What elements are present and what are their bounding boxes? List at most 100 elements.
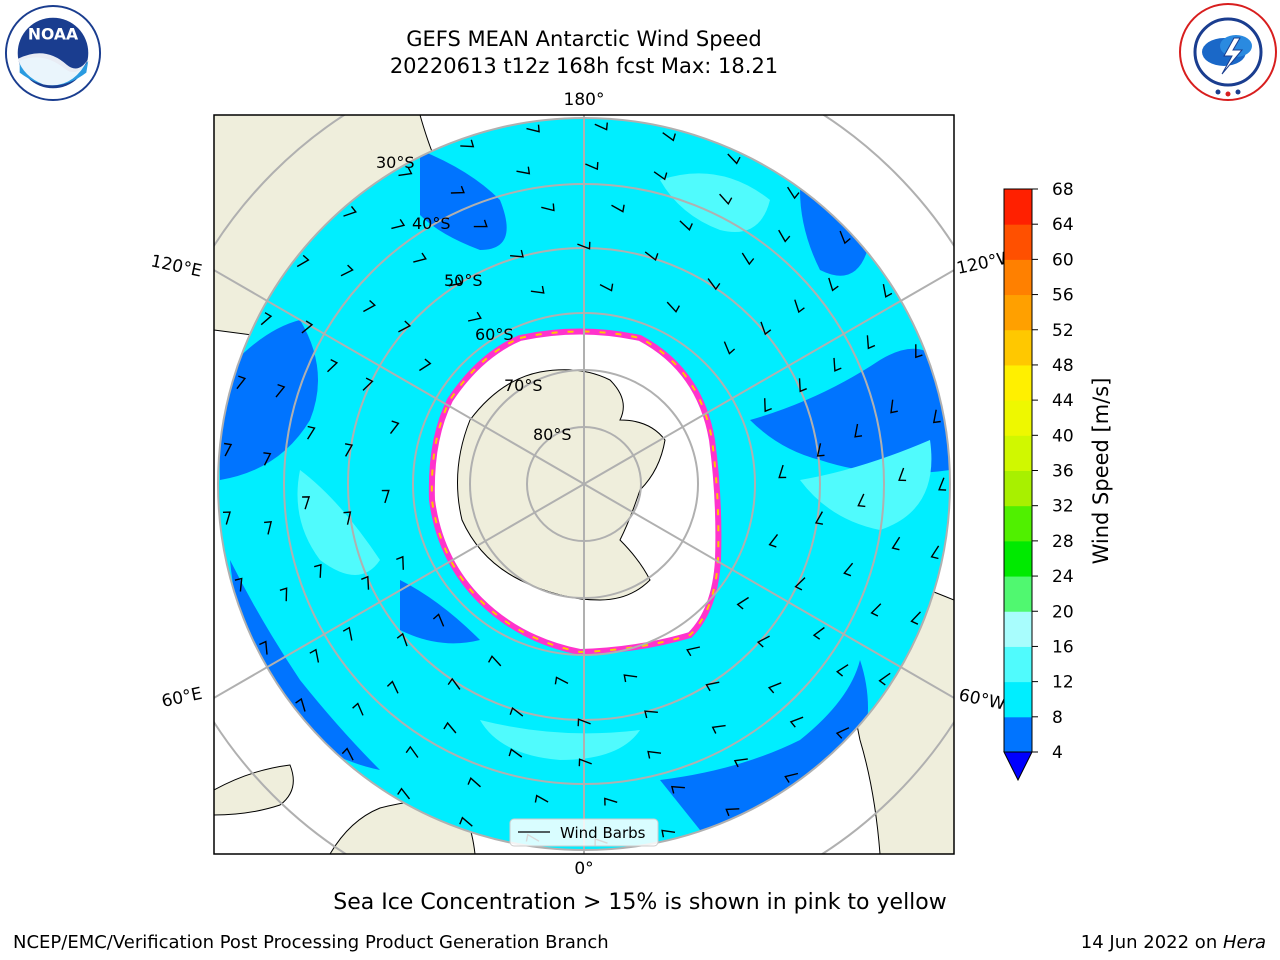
- wind-barb: [898, 467, 907, 482]
- wind-barb: [398, 320, 412, 333]
- wind-barb: [295, 697, 306, 712]
- wind-barb: [736, 596, 749, 610]
- wind-barb: [413, 252, 427, 263]
- wind-barb: [794, 577, 806, 591]
- colorbar-tick-label: 28: [1052, 532, 1074, 552]
- wind-barb: [661, 829, 676, 838]
- colorbar-tick-label: 64: [1052, 215, 1074, 235]
- wind-barb: [343, 205, 357, 217]
- wind-barb: [361, 575, 370, 590]
- wind-barb: [397, 787, 411, 800]
- wind-barb: [647, 750, 662, 759]
- wind-barb: [711, 724, 726, 734]
- wind-barb: [260, 312, 273, 326]
- wind-barb: [516, 166, 531, 175]
- wind-barb: [234, 577, 243, 592]
- wind-barb: [327, 358, 339, 373]
- wind-barb: [344, 443, 354, 457]
- wind-barb: [459, 816, 473, 827]
- lon-label-120e: 120°E: [149, 251, 204, 281]
- wind-barb: [930, 545, 940, 560]
- wind-barb: [767, 682, 782, 694]
- wind-barb: [450, 185, 465, 194]
- wind-barb: [794, 299, 805, 314]
- wind-barb: [447, 677, 461, 690]
- wind-barb: [835, 727, 850, 739]
- wind-barb: [670, 785, 685, 794]
- wind-barb: [222, 511, 231, 525]
- colorbar-segment: [1004, 505, 1032, 542]
- wind-barb: [599, 283, 614, 292]
- wind-barb: [526, 124, 540, 133]
- footer-host: Hera: [1222, 932, 1266, 953]
- wind-barb: [391, 219, 406, 230]
- wind-barb: [473, 219, 488, 228]
- wind-barb: [510, 249, 524, 258]
- wind-barb: [594, 122, 608, 131]
- colorbar-segment: [1004, 611, 1032, 647]
- colorbar-tick-label: 8: [1052, 708, 1063, 728]
- colorbar-tick-label: 40: [1052, 426, 1074, 446]
- wind-barb: [578, 758, 592, 767]
- wind-barb: [352, 702, 364, 716]
- wind-barb: [467, 311, 482, 322]
- wind-barb: [419, 358, 432, 372]
- colorbar-segment: [1004, 540, 1032, 577]
- footer-credit: NCEP/EMC/Verification Post Processing Pr…: [13, 932, 609, 953]
- ocean-high-wind-d: [800, 440, 932, 530]
- wind-barb: [725, 808, 740, 817]
- wind-barb: [891, 536, 901, 551]
- wind-barb: [812, 626, 825, 640]
- wind-barb: [275, 383, 286, 398]
- wind-barb: [343, 511, 352, 525]
- wind-barb: [836, 664, 849, 677]
- wind-barb: [264, 521, 273, 535]
- wind-barb: [679, 220, 693, 231]
- colorbar-tick-label: 56: [1052, 286, 1074, 306]
- antarctica-land: [457, 369, 666, 601]
- wind-barb: [733, 758, 748, 768]
- lon-label-0: 0°: [574, 859, 593, 879]
- wind-barb: [866, 335, 876, 350]
- wind-barb: [263, 452, 272, 466]
- lat-label-70s: 70°S: [504, 376, 543, 395]
- wind-barb: [882, 283, 893, 298]
- legend-label: Wind Barbs: [560, 824, 646, 842]
- colorbar-tick-label: 16: [1052, 637, 1074, 657]
- wind-barb: [878, 672, 891, 686]
- wind-barb: [662, 132, 676, 142]
- graticule: [214, 115, 954, 854]
- ocean-high-wind-b: [660, 173, 770, 232]
- wind-barb: [857, 493, 866, 508]
- colorbar-tick-label: 52: [1052, 321, 1074, 341]
- wind-barb: [389, 420, 400, 435]
- colorbar-tick-label: 60: [1052, 250, 1074, 270]
- wind-barb: [432, 613, 445, 627]
- wind-barb: [541, 203, 555, 212]
- wind-barb: [839, 230, 851, 245]
- wind-barb: [723, 341, 736, 355]
- wind-barb: [534, 794, 549, 803]
- wind-barb: [611, 204, 625, 213]
- wind-barb: [296, 254, 310, 268]
- wind-barb: [741, 252, 755, 266]
- colorbar-tick-label: 20: [1052, 602, 1074, 622]
- wind-barb: [789, 716, 804, 728]
- nws-logo: [1179, 3, 1277, 101]
- wind-barb: [604, 797, 618, 806]
- ocean-low-wind-ne: [800, 190, 870, 276]
- sea-ice-edge-yellow: [430, 330, 720, 654]
- wind-barb: [778, 464, 787, 479]
- wind-barb: [870, 603, 882, 617]
- colorbar-segment: [1004, 224, 1032, 260]
- wind-barb: [778, 229, 791, 243]
- wind-barb: [854, 423, 863, 438]
- colorbar-segment: [1004, 646, 1032, 683]
- wind-barb: [314, 563, 322, 578]
- wind-barb: [756, 635, 770, 648]
- noaa-logo-text: NOAA: [28, 24, 79, 43]
- lat-label-80s: 80°S: [533, 425, 572, 444]
- colorbar-label: Wind Speed [m/s]: [1089, 378, 1113, 565]
- ocean-high-wind-a: [297, 470, 380, 575]
- wind-barb: [301, 320, 314, 334]
